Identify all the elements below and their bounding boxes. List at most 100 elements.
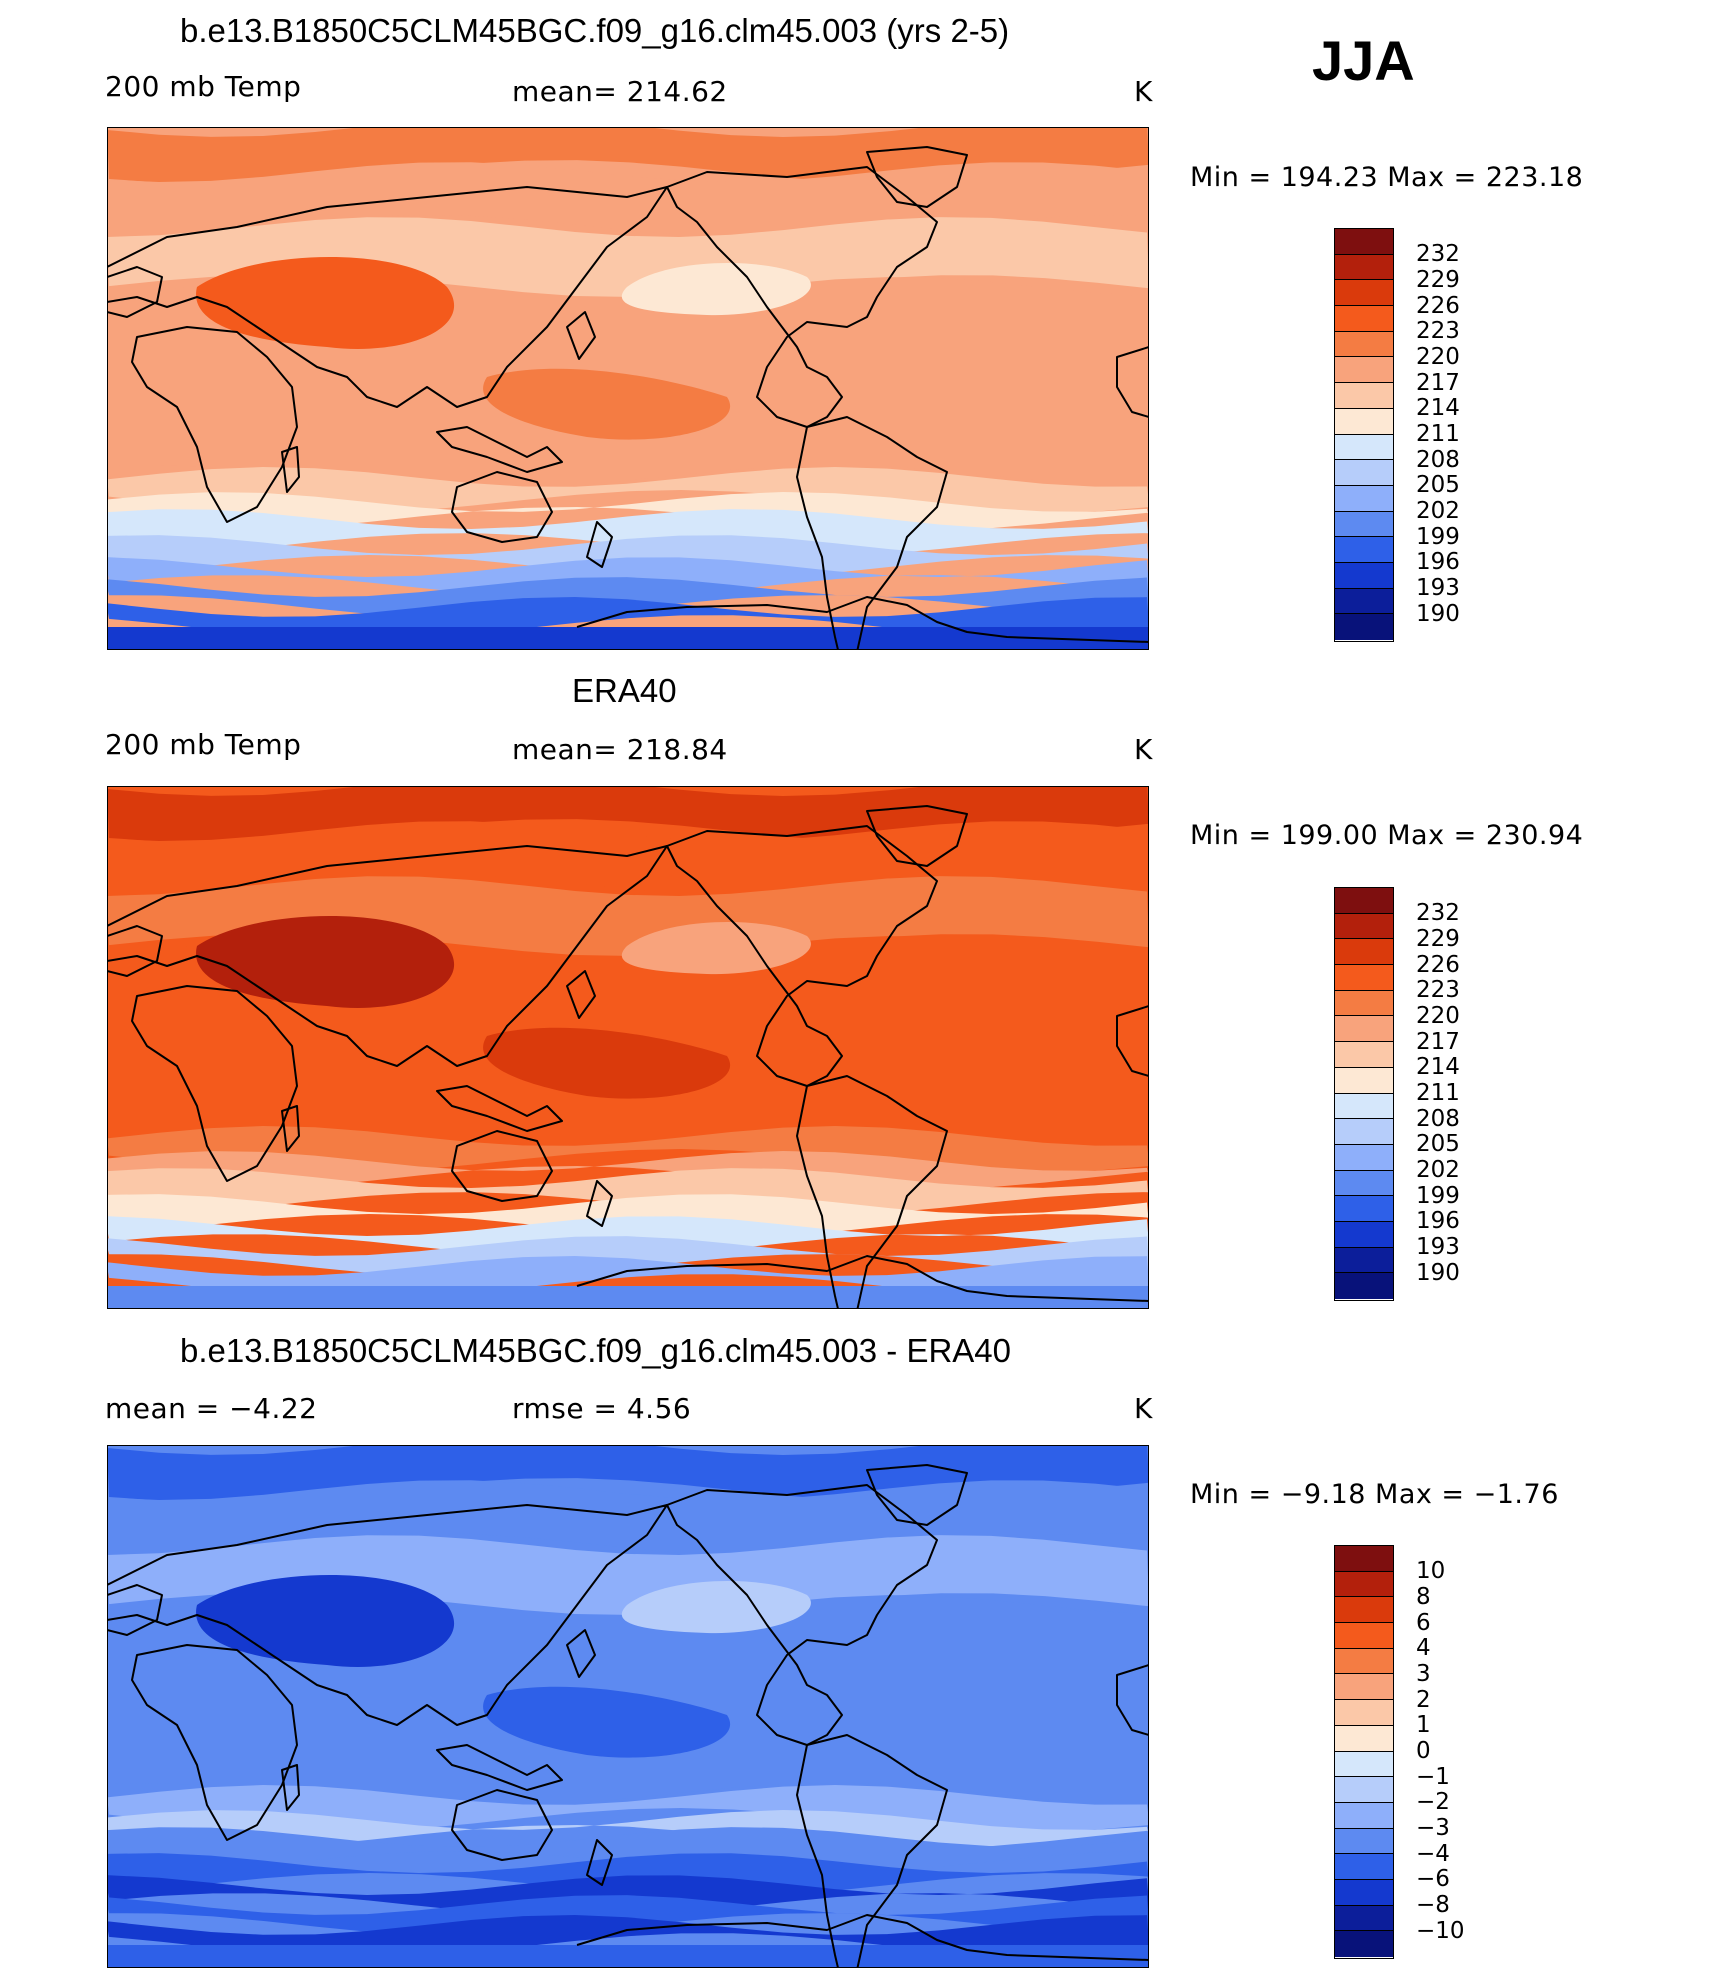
coastline: [107, 186, 668, 408]
colorbar-box: [1335, 280, 1393, 307]
colorbar-label: 229: [1416, 925, 1460, 952]
contour-blob: [483, 1686, 731, 1758]
colorbar-label: −6: [1416, 1866, 1450, 1893]
colorbar-label: 211: [1416, 421, 1460, 447]
colorbar-box: [1335, 888, 1393, 914]
colorbar-label: 199: [1416, 523, 1460, 550]
variable-label: 200 mb Temp: [105, 70, 302, 103]
colorbar-label: 220: [1416, 343, 1460, 370]
colorbar: [1334, 228, 1394, 642]
colorbar-box: [1335, 990, 1393, 1017]
colorbar-label: 193: [1416, 575, 1460, 602]
season-label: JJA: [1312, 29, 1415, 92]
coastline: [451, 1789, 553, 1861]
colorbar-box: [1335, 408, 1393, 435]
colorbar-label: 232: [1416, 900, 1460, 927]
panel-title: b.e13.B1850C5CLM45BGC.f09_g16.clm45.003 …: [180, 1332, 1012, 1369]
colorbar-box: [1335, 1247, 1393, 1274]
contour-map: [107, 1445, 1149, 1968]
colorbar-label: 196: [1416, 1208, 1460, 1235]
coastline: [281, 446, 300, 493]
coastline: [451, 1130, 553, 1202]
colorbar-label: 205: [1416, 1131, 1460, 1158]
coastline: [107, 266, 163, 318]
min-max-label: Min = −9.18 Max = −1.76: [1190, 1479, 1559, 1510]
colorbar-label: 190: [1416, 1259, 1460, 1286]
colorbar-label: 202: [1416, 1157, 1460, 1184]
colorbar-box: [1335, 1802, 1393, 1829]
contour-blob: [196, 257, 455, 349]
coastline: [796, 1075, 948, 1309]
colorbar-label: −1: [1416, 1763, 1450, 1790]
colorbar-box: [1335, 1674, 1393, 1701]
coastline: [796, 1734, 948, 1968]
colorbar-label: 211: [1416, 1080, 1460, 1106]
colorbar-box: [1335, 1597, 1393, 1624]
colorbar-label: 202: [1416, 498, 1460, 525]
contour-blob: [483, 368, 731, 440]
colorbar-box: [1335, 1828, 1393, 1855]
contour-band: [107, 1827, 1149, 1875]
colorbar-box: [1335, 1879, 1393, 1906]
colorbar-box: [1335, 1854, 1393, 1880]
colorbar-label: 3: [1416, 1660, 1431, 1687]
colorbar-box: [1335, 913, 1393, 940]
colorbar-label: −8: [1416, 1892, 1450, 1919]
contour-band: [107, 1236, 1149, 1278]
colorbar-box: [1335, 1931, 1393, 1957]
coastline: [107, 1504, 668, 1726]
colorbar-label: 208: [1416, 446, 1460, 473]
colorbar-box: [1335, 306, 1393, 332]
coastline-antarctica: [576, 1255, 1149, 1302]
units-label: K: [1134, 75, 1153, 108]
colorbar-label: 0: [1416, 1738, 1431, 1764]
coastline: [586, 521, 613, 568]
colorbar-box: [1335, 1042, 1393, 1068]
contour-band: [107, 535, 1149, 579]
rmse-label: rmse = 4.56: [512, 1392, 692, 1425]
colorbar-box: [1335, 1546, 1393, 1572]
coastline-antarctica: [576, 1914, 1149, 1961]
colorbar-box: [1335, 485, 1393, 512]
colorbar-box: [1335, 588, 1393, 615]
coastline: [436, 1744, 563, 1791]
colorbar-label: 223: [1416, 318, 1460, 345]
colorbar-box: [1335, 1648, 1393, 1675]
colorbar-box: [1335, 537, 1393, 563]
colorbar-label: 8: [1416, 1583, 1431, 1610]
colorbar-label: 217: [1416, 1028, 1460, 1055]
colorbar-box: [1335, 1170, 1393, 1197]
contour-band: [107, 509, 1149, 557]
colorbar-label: 223: [1416, 977, 1460, 1004]
colorbar-label: 10: [1416, 1558, 1446, 1585]
coastline: [107, 845, 668, 1067]
contour-blob: [483, 1027, 731, 1099]
colorbar-box: [1335, 331, 1393, 358]
colorbar-label: 214: [1416, 395, 1460, 422]
mean-label: mean= 214.62: [512, 75, 728, 108]
colorbar-label: 229: [1416, 266, 1460, 293]
colorbar-label: 205: [1416, 472, 1460, 499]
coastline: [566, 311, 596, 360]
colorbar-label: 6: [1416, 1609, 1431, 1636]
colorbar-box: [1335, 614, 1393, 640]
colorbar-box: [1335, 511, 1393, 538]
colorbar-box: [1335, 1067, 1393, 1094]
coastline: [131, 1644, 298, 1841]
colorbar-box: [1335, 939, 1393, 966]
contour-map: [107, 127, 1149, 650]
colorbar-box: [1335, 1571, 1393, 1598]
colorbar-label: 217: [1416, 369, 1460, 396]
coastline: [866, 1464, 968, 1526]
coastline: [866, 805, 968, 867]
panel-title: b.e13.B1850C5CLM45BGC.f09_g16.clm45.003 …: [180, 12, 1010, 49]
colorbar-box: [1335, 1751, 1393, 1778]
coastline: [586, 1180, 613, 1227]
contour-band: [107, 577, 1149, 619]
colorbar-label: −3: [1416, 1815, 1450, 1842]
contour-band: [107, 1286, 1149, 1309]
colorbar-label: 199: [1416, 1182, 1460, 1209]
coastline: [586, 1839, 613, 1886]
colorbar-label: 232: [1416, 241, 1460, 268]
colorbar-label: 190: [1416, 600, 1460, 627]
